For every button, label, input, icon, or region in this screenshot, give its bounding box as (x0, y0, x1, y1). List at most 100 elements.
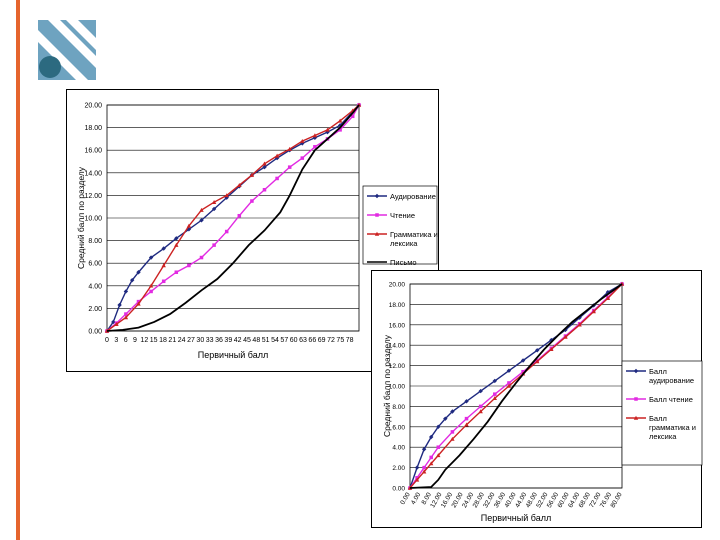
data-point-9 (211, 199, 217, 204)
chart-panel-2: 0.00 2.00 4.00 6.00 8.00 10.00 12.00 14.00 16.00… (371, 270, 703, 528)
data-point-8 (174, 236, 179, 241)
data-point-4 (149, 289, 153, 294)
x-tick-label: 30 (196, 337, 204, 344)
data-point-3 (123, 289, 129, 294)
legend-marker (634, 397, 638, 401)
data-point-4 (148, 283, 154, 288)
y-tick-label: 4.00 (88, 283, 102, 290)
series-line (409, 283, 623, 489)
data-point-2 (421, 469, 427, 474)
y-tick-label: 12.00 (84, 193, 102, 200)
data-point-2 (124, 312, 128, 316)
x-tick-label: 57 (280, 337, 288, 344)
data-point-12 (250, 199, 254, 203)
x-tick-label: 9 (133, 337, 137, 344)
x-tick-label: 0.00 (399, 491, 412, 506)
data-point-10 (506, 368, 512, 373)
y-tick-label: 10.00 (84, 216, 102, 223)
data-point-6 (450, 409, 455, 414)
data-point-3 (429, 461, 434, 466)
data-point-4 (436, 453, 441, 458)
data-point-10 (199, 218, 204, 223)
data-point-3 (429, 455, 433, 460)
data-point-6 (464, 422, 469, 427)
x-tick-label: 63 (299, 337, 307, 344)
y-tick-label: 20.00 (84, 103, 102, 110)
data-point-4 (436, 424, 441, 429)
data-point-13 (563, 334, 568, 339)
data-point-1 (414, 465, 420, 470)
x-tick-label: 33 (206, 337, 214, 344)
data-point-17 (313, 145, 317, 149)
data-point-15 (591, 309, 596, 314)
x-tick-label: 0 (105, 337, 109, 344)
data-point-1 (414, 477, 420, 482)
series-line (106, 104, 360, 332)
data-point-8 (493, 392, 497, 396)
x-axis-label: Первичный балл (198, 350, 268, 360)
data-point-4 (130, 277, 135, 283)
x-tick-label: 42 (234, 337, 242, 344)
x-tick-label: 80.00 (610, 491, 624, 509)
data-point-16 (605, 296, 611, 301)
data-point-8 (478, 388, 483, 394)
y-tick-label: 6.00 (88, 261, 102, 268)
data-point-9 (507, 381, 511, 385)
data-point-7 (186, 223, 192, 228)
y-tick-label: 20.00 (389, 282, 406, 289)
series-line (106, 104, 360, 332)
data-point-14 (577, 322, 582, 327)
y-axis-label: Средний балл по разделу (76, 166, 86, 269)
data-point-11 (237, 183, 242, 187)
data-point-5 (450, 436, 455, 441)
data-point-4 (436, 445, 441, 449)
data-point-9 (506, 383, 512, 388)
data-point-3 (136, 301, 141, 306)
x-tick-label: 48 (252, 337, 260, 344)
y-tick-label: 14.00 (84, 170, 102, 177)
series-3 (104, 102, 362, 333)
data-point-2 (123, 315, 129, 320)
x-tick-label: 78 (346, 337, 354, 344)
data-point-7 (464, 399, 469, 404)
data-point-2 (421, 447, 427, 452)
y-tick-label: 0.00 (88, 329, 102, 336)
data-point-19 (337, 118, 343, 123)
x-axis-label: Первичный балл (481, 513, 551, 523)
data-point-6 (174, 242, 179, 247)
x-tick-label: 72 (327, 337, 335, 344)
y-axis-label: Средний балл по разделу (382, 334, 392, 437)
data-point-11 (211, 206, 217, 212)
y-tick-label: 6.00 (392, 424, 405, 431)
data-point-5 (161, 263, 166, 268)
data-point-15 (287, 165, 292, 169)
striped-square-logo-icon (38, 20, 96, 80)
y-tick-label: 14.00 (389, 343, 406, 350)
y-tick-label: 10.00 (389, 384, 406, 391)
data-point-1 (111, 319, 116, 325)
legend-label: грамматика и (649, 423, 696, 432)
legend-label: Грамматика и (390, 230, 438, 239)
legend-label: Балл (649, 367, 667, 376)
x-tick-label: 4.00 (410, 491, 423, 506)
series-line (106, 104, 360, 332)
data-point-7 (478, 409, 483, 414)
data-point-19 (338, 128, 342, 132)
data-point-3 (136, 299, 141, 304)
data-point-2 (117, 302, 122, 308)
legend-marker (633, 368, 639, 374)
y-tick-label: 18.00 (84, 125, 102, 132)
legend-box (362, 185, 438, 265)
y-tick-label: 8.00 (392, 404, 405, 411)
legend-marker (633, 415, 639, 420)
legend-label: аудирование (649, 376, 694, 385)
legend-label: Письмо (390, 258, 417, 267)
x-tick-label: 54 (271, 337, 279, 344)
data-point-7 (187, 263, 191, 268)
line-chart-2: 0.00 2.00 4.00 6.00 8.00 10.00 12.00 14.00 16.00… (382, 282, 703, 523)
series-line (106, 104, 360, 332)
data-point-13 (262, 187, 267, 192)
data-point-9 (212, 243, 216, 247)
